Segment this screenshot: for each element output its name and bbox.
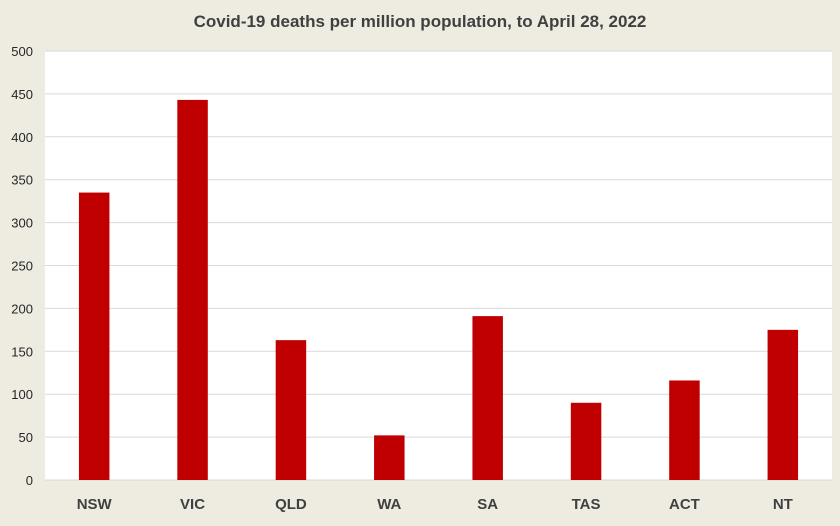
x-category-label: WA <box>377 496 401 513</box>
y-tick-label: 100 <box>11 387 33 402</box>
y-tick-label: 200 <box>11 301 33 316</box>
x-category-label: NSW <box>77 496 113 513</box>
x-category-label: NT <box>773 496 793 513</box>
bars <box>78 99 799 480</box>
bar-wa <box>374 435 405 480</box>
bar-nt <box>767 329 799 480</box>
y-tick-label: 500 <box>11 44 33 59</box>
y-tick-label: 250 <box>11 259 33 274</box>
x-axis-categories: NSW VIC QLD WA SA TAS ACT NT <box>77 496 793 513</box>
y-tick-label: 350 <box>11 173 33 188</box>
y-tick-label: 50 <box>19 430 33 445</box>
y-tick-label: 150 <box>11 344 33 359</box>
y-tick-label: 0 <box>26 473 33 488</box>
chart-title: Covid-19 deaths per million population, … <box>194 12 647 31</box>
y-tick-label: 400 <box>11 130 33 145</box>
bar-qld <box>275 340 307 480</box>
bar-sa <box>472 316 503 480</box>
y-tick-label: 300 <box>11 216 33 231</box>
x-category-label: ACT <box>669 496 700 513</box>
bar-nsw <box>78 192 110 480</box>
x-category-label: VIC <box>180 496 205 513</box>
gridlines <box>45 50 832 481</box>
y-tick-label: 450 <box>11 87 33 102</box>
x-category-label: SA <box>477 496 498 513</box>
x-category-label: QLD <box>275 496 307 513</box>
bar-act <box>669 380 700 480</box>
y-axis-ticks: 0 50 100 150 200 250 300 350 400 450 500 <box>11 44 33 488</box>
bar-tas <box>570 402 602 480</box>
bar-vic <box>177 99 208 480</box>
x-category-label: TAS <box>572 496 601 513</box>
